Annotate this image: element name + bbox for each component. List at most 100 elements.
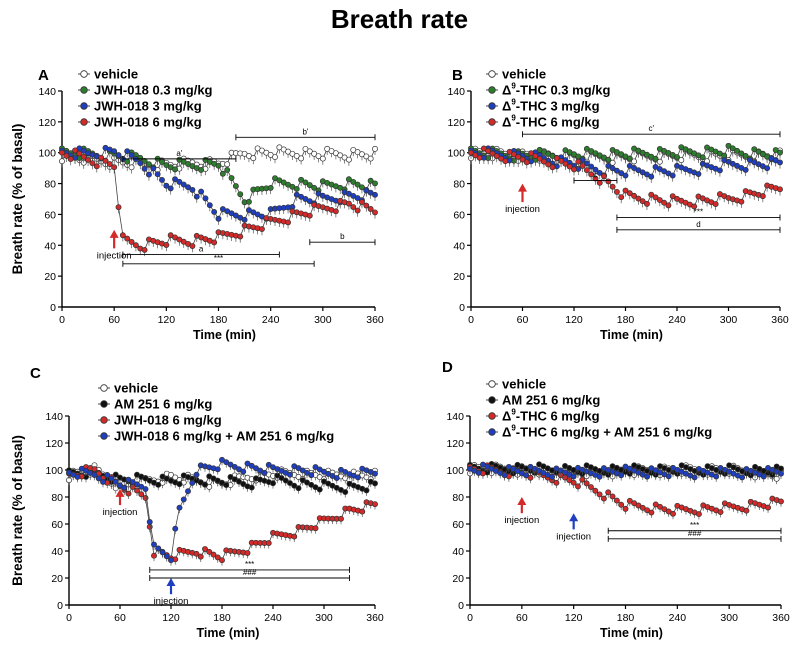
data-point [163, 553, 170, 560]
data-point [168, 471, 174, 478]
data-point [91, 466, 98, 473]
data-point [372, 209, 378, 216]
data-point [112, 478, 119, 485]
x-tick-label: 0 [59, 314, 65, 326]
y-tick-label: 60 [51, 519, 63, 531]
data-point [189, 243, 196, 250]
data-point [248, 484, 255, 491]
y-tick-label: 140 [446, 411, 464, 423]
significance-label: *** [690, 521, 699, 530]
injection-label: injection [505, 204, 540, 215]
panel-letter: D [442, 359, 453, 376]
data-point [605, 489, 612, 496]
data-point [306, 212, 313, 219]
data-point [527, 474, 534, 481]
series-3 [467, 461, 784, 483]
data-point [176, 481, 183, 488]
series-3 [468, 145, 783, 213]
y-tick-label: 100 [38, 148, 56, 160]
x-tick-label: 180 [213, 612, 231, 624]
data-point [510, 151, 517, 158]
data-point [167, 185, 174, 192]
data-point [592, 175, 599, 182]
data-point [155, 481, 162, 488]
data-point [128, 164, 135, 171]
series-3 [66, 456, 378, 566]
y-tick-label: 80 [452, 492, 464, 504]
data-point [523, 159, 530, 166]
data-point [588, 171, 595, 178]
data-point [124, 148, 131, 155]
data-point [228, 175, 235, 181]
injection-arrowhead [115, 488, 125, 497]
data-point [202, 546, 208, 552]
y-tick-label: 140 [45, 411, 63, 423]
y-tick-label: 80 [44, 179, 56, 191]
data-point [291, 482, 298, 489]
data-point [631, 158, 638, 165]
data-point [596, 169, 603, 176]
data-point [112, 471, 119, 478]
data-point [270, 480, 276, 487]
data-point [472, 152, 479, 159]
y-tick-label: 40 [51, 546, 63, 558]
data-point [67, 156, 74, 163]
data-point [759, 193, 766, 200]
data-point [549, 164, 556, 171]
data-point [553, 155, 560, 162]
x-tick-label: 0 [467, 612, 473, 624]
data-point [338, 515, 344, 522]
data-point [93, 163, 100, 170]
legend-label: vehicle [94, 67, 138, 82]
data-point [613, 188, 620, 195]
injection-arrowhead [518, 183, 527, 192]
data-point [106, 161, 113, 167]
data-point [102, 157, 109, 164]
data-point [345, 176, 352, 183]
data-point [765, 504, 771, 511]
data-point [670, 510, 676, 517]
y-tick-label: 100 [446, 465, 464, 477]
series-3 [59, 147, 378, 257]
data-point [104, 472, 111, 478]
data-point [142, 494, 149, 501]
x-tick-label: 360 [366, 612, 384, 624]
data-point [198, 188, 205, 195]
x-tick-label: 60 [108, 314, 120, 326]
data-point [716, 167, 723, 174]
data-point [285, 219, 292, 226]
y-tick-label: 60 [44, 209, 56, 221]
x-tick-label: 60 [517, 314, 529, 326]
injection-label: injection [556, 531, 591, 542]
y-tick-label: 20 [44, 271, 56, 283]
legend-marker [488, 380, 496, 388]
data-point [193, 550, 200, 557]
data-point [545, 161, 552, 168]
legend-label: Δ9-THC 0.3 mg/kg [502, 82, 610, 98]
significance-label: d [696, 220, 700, 229]
data-point [609, 493, 616, 500]
data-point [350, 204, 357, 211]
data-point [245, 198, 252, 205]
y-tick-label: 0 [458, 600, 464, 612]
data-point [562, 160, 569, 167]
y-tick-label: 0 [459, 302, 465, 314]
x-tick-label: 180 [617, 612, 635, 624]
data-point [691, 474, 698, 481]
data-point [622, 187, 629, 194]
data-point [656, 197, 663, 203]
data-point [124, 235, 131, 242]
y-tick-label: 140 [447, 86, 465, 98]
x-axis-label: Time (min) [197, 626, 260, 640]
data-point [739, 474, 746, 481]
data-point [359, 508, 366, 515]
significance-label: *** [694, 208, 703, 217]
legend-label: JWH-018 6 mg/kg [114, 413, 222, 428]
data-point [622, 172, 629, 179]
data-point [372, 145, 378, 152]
data-point [498, 155, 504, 162]
data-point [342, 489, 349, 496]
y-tick-label: 20 [453, 271, 465, 283]
y-axis-label: Breath rate (% of basal) [10, 435, 25, 586]
x-tick-label: 180 [210, 314, 228, 326]
